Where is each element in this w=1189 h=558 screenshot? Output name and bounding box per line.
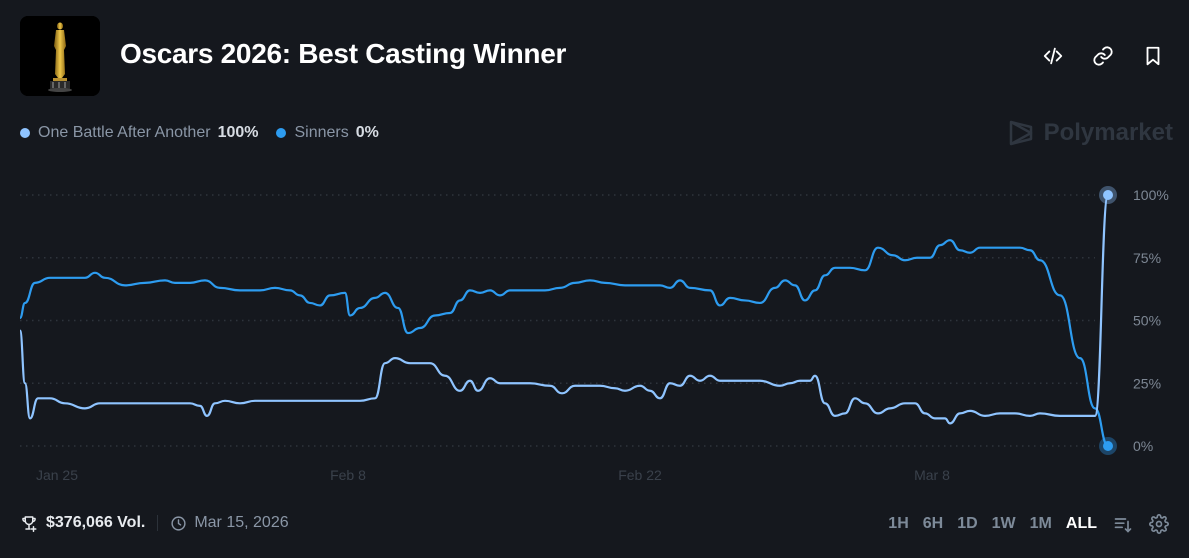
end-marker — [1103, 190, 1113, 200]
range-1w-button[interactable]: 1W — [991, 515, 1016, 532]
y-tick-label: 100% — [1133, 187, 1169, 203]
series-dot-icon — [20, 128, 30, 138]
market-footer: $376,066 Vol. Mar 15, 2026 — [20, 514, 289, 532]
legend-item-sinners: Sinners 0% — [276, 124, 379, 142]
header-actions — [1041, 44, 1165, 68]
end-date: Mar 15, 2026 — [194, 514, 289, 531]
legend-value: 100% — [217, 124, 259, 141]
x-axis: Jan 25 Feb 8 Feb 22 Mar 8 — [36, 467, 950, 480]
range-6h-button[interactable]: 6H — [922, 515, 944, 532]
bookmark-button[interactable] — [1141, 44, 1165, 68]
chart-series — [18, 193, 1110, 448]
sort-button[interactable] — [1113, 514, 1133, 534]
y-axis: 0% 25% 50% 75% 100% — [1133, 187, 1169, 454]
chart-gridlines — [20, 194, 1095, 447]
range-1d-button[interactable]: 1D — [957, 515, 978, 532]
copy-link-button[interactable] — [1091, 44, 1115, 68]
y-tick-label: 25% — [1133, 375, 1161, 391]
legend-item-one-battle: One Battle After Another 100% — [20, 124, 258, 142]
market-logo — [20, 16, 100, 96]
divider — [157, 515, 159, 531]
page-title: Oscars 2026: Best Casting Winner — [120, 38, 567, 69]
clock-icon — [171, 515, 186, 531]
chart-controls: 1H 6H 1D 1W 1M ALL — [874, 514, 1169, 534]
sort-icon — [1114, 518, 1132, 533]
end-marker — [1103, 441, 1113, 451]
range-1h-button[interactable]: 1H — [888, 515, 909, 532]
polymarket-watermark: Polymarket — [1008, 119, 1173, 147]
bookmark-icon — [1146, 46, 1160, 66]
code-icon — [1043, 47, 1063, 65]
x-tick-label: Feb 8 — [330, 467, 366, 480]
y-tick-label: 75% — [1133, 250, 1161, 266]
series-line — [18, 239, 1109, 448]
legend-value: 0% — [355, 124, 379, 141]
embed-button[interactable] — [1041, 44, 1065, 68]
oscar-statuette-icon — [20, 16, 100, 96]
y-tick-label: 0% — [1133, 438, 1153, 454]
legend-name: Sinners — [294, 124, 349, 141]
series-dot-icon — [276, 128, 287, 138]
x-tick-label: Jan 25 — [36, 467, 78, 480]
gear-icon — [1149, 514, 1169, 534]
series-line — [18, 193, 1110, 425]
chart-legend: One Battle After Another 100% Sinners 0% — [20, 124, 397, 142]
price-chart[interactable]: 0% 25% 50% 75% 100% Jan 25 Feb 8 Feb 22 Mar 8 — [0, 160, 1189, 480]
x-tick-label: Feb 22 — [618, 467, 662, 480]
brand-label: Polymarket — [1043, 119, 1173, 146]
range-all-button[interactable]: ALL — [1065, 515, 1097, 532]
link-icon — [1093, 46, 1113, 66]
trophy-icon — [22, 516, 37, 532]
chart-end-markers — [1099, 186, 1117, 455]
polymarket-logo-icon — [1009, 120, 1032, 146]
y-tick-label: 50% — [1133, 313, 1161, 329]
legend-name: One Battle After Another — [38, 124, 211, 141]
settings-button[interactable] — [1149, 514, 1169, 534]
volume-value: $376,066 Vol. — [46, 514, 146, 531]
x-tick-label: Mar 8 — [914, 467, 950, 480]
range-1m-button[interactable]: 1M — [1029, 515, 1052, 532]
